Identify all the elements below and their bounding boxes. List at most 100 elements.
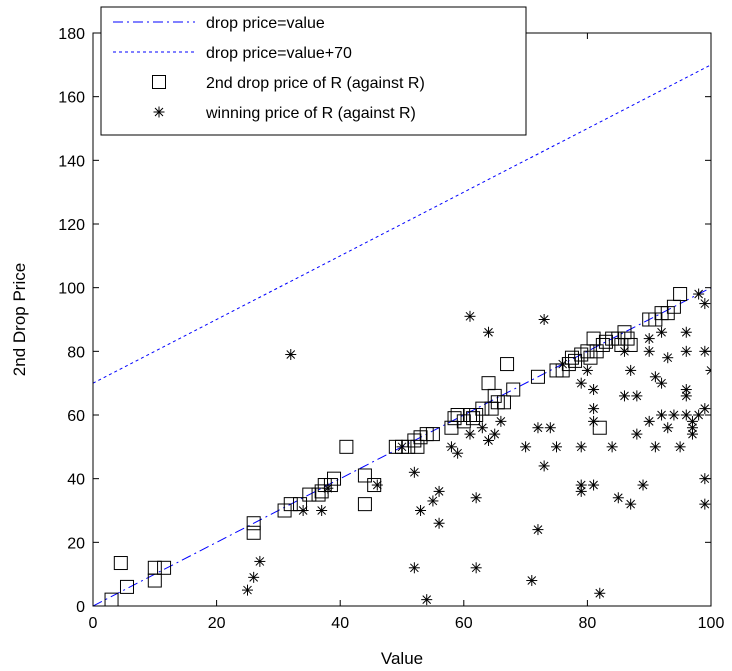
asterisk-marker (656, 377, 668, 389)
asterisk-marker (242, 584, 253, 596)
asterisk-marker (699, 498, 711, 510)
square-marker (506, 382, 521, 397)
asterisk-marker (643, 345, 655, 357)
legend-square-swatch (152, 75, 166, 89)
asterisk-marker (625, 498, 637, 510)
asterisk-marker (649, 441, 661, 453)
legend-entry: drop price=value (113, 15, 325, 32)
square-marker (246, 525, 261, 540)
asterisk-marker (699, 403, 711, 415)
asterisk-marker (285, 349, 297, 361)
square-marker (113, 556, 128, 571)
square-marker (410, 439, 425, 454)
asterisk-marker (396, 441, 408, 453)
asterisk-marker (415, 505, 427, 516)
asterisk-marker (699, 298, 711, 310)
y-tick-label: 20 (67, 535, 85, 552)
asterisk-marker (427, 495, 439, 507)
asterisk-marker (464, 428, 476, 440)
asterisk-marker (662, 352, 674, 364)
square-marker (104, 592, 119, 606)
asterisk-marker (656, 326, 668, 338)
asterisk-marker (544, 422, 556, 434)
asterisk-marker (526, 575, 538, 587)
x-axis-title: Value (381, 649, 423, 668)
y-tick-label: 180 (58, 26, 85, 43)
asterisk-marker (470, 492, 482, 504)
plot-area (93, 64, 711, 606)
square-marker (500, 357, 515, 372)
asterisk-marker (693, 288, 705, 300)
asterisk-marker (297, 505, 309, 516)
asterisk-marker (575, 479, 587, 491)
x-tick-label: 80 (579, 615, 597, 632)
asterisk-marker (254, 555, 266, 567)
asterisk-marker (662, 422, 674, 434)
x-tick-label: 40 (331, 615, 349, 632)
x-tick-label: 0 (89, 615, 98, 632)
asterisk-marker (557, 358, 569, 370)
asterisk-marker (594, 587, 606, 599)
square-marker (425, 427, 440, 442)
asterisk-marker (680, 326, 692, 338)
legend-box (100, 6, 527, 136)
asterisk-marker (489, 428, 501, 440)
asterisk-marker (680, 390, 692, 402)
asterisk-marker (538, 314, 550, 325)
legend-entry: 2nd drop price of R (against R) (152, 75, 425, 92)
asterisk-marker (588, 403, 600, 415)
square-marker (564, 350, 579, 365)
asterisk-marker (433, 485, 445, 497)
asterisk-marker (581, 364, 593, 376)
legend-label: winning price of R (against R) (205, 105, 416, 122)
series-1 (93, 64, 711, 384)
asterisk-marker (532, 422, 544, 434)
asterisk-marker (322, 482, 334, 494)
asterisk-marker (520, 441, 532, 453)
y-axis-title: 2nd Drop Price (10, 263, 29, 376)
asterisk-marker (656, 409, 668, 421)
asterisk-marker (575, 441, 587, 453)
legend-asterisk-swatch (153, 106, 165, 118)
square-marker (119, 579, 134, 594)
square-marker (357, 497, 372, 512)
square-marker (530, 369, 545, 384)
y-axis-ticks: 0 20 40 60 80 100 120 140 160 180 (58, 26, 711, 616)
y-tick-label: 160 (58, 90, 85, 107)
square-marker (246, 516, 261, 531)
asterisk-marker (705, 364, 711, 376)
square-marker (283, 497, 298, 512)
square-marker (592, 420, 607, 435)
asterisk-marker (452, 447, 464, 459)
asterisk-marker (248, 571, 260, 583)
square-marker (302, 487, 317, 502)
square-marker (339, 439, 354, 454)
y-tick-label: 40 (67, 472, 85, 489)
square-marker (623, 337, 638, 352)
legend-label: drop price=value+70 (206, 45, 352, 62)
asterisk-marker (483, 326, 495, 338)
asterisk-marker (631, 428, 643, 440)
asterisk-marker (643, 415, 655, 427)
y-tick-label: 140 (58, 153, 85, 170)
square-marker (475, 401, 490, 416)
asterisk-marker (680, 345, 692, 357)
asterisk-marker (618, 390, 630, 402)
asterisk-marker (643, 333, 655, 345)
x-tick-label: 20 (208, 615, 226, 632)
asterisk-marker (476, 422, 488, 434)
y-tick-label: 80 (67, 344, 85, 361)
asterisk-marker (680, 384, 692, 396)
asterisk-marker (575, 377, 587, 389)
square-marker (673, 287, 688, 302)
asterisk-marker (606, 441, 618, 453)
asterisk-marker (575, 485, 587, 497)
asterisk-marker (464, 310, 476, 322)
asterisk-marker (470, 562, 482, 574)
asterisk-marker (668, 409, 680, 421)
y-tick-label: 100 (58, 281, 85, 298)
asterisk-marker (588, 415, 600, 427)
asterisk-marker (538, 460, 550, 472)
series-line-1 (93, 64, 711, 384)
